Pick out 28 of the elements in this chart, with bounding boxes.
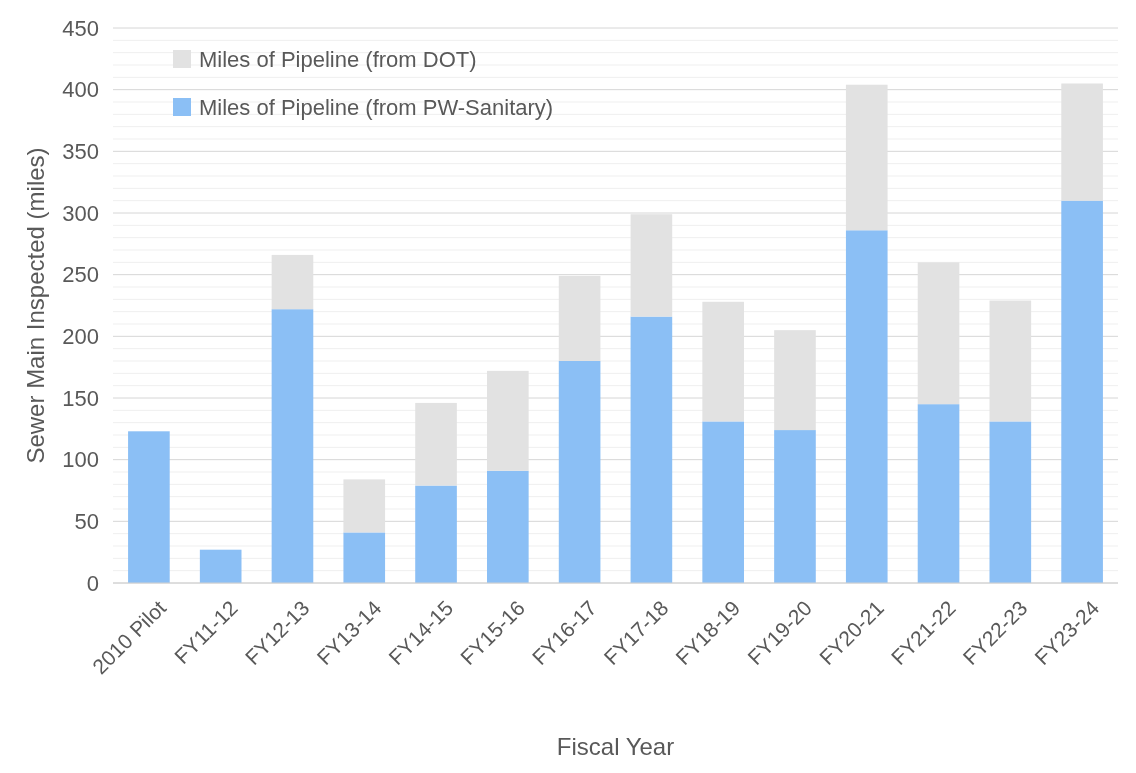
y-tick-label: 400 [62, 77, 99, 103]
y-tick-label: 100 [62, 447, 99, 473]
bar [343, 532, 386, 583]
legend-label: Miles of Pipeline (from PW-Sanitary) [199, 94, 554, 120]
bar [917, 404, 960, 583]
bar [271, 309, 314, 583]
y-tick-label: 300 [62, 200, 99, 226]
y-tick-label: 0 [86, 570, 99, 596]
y-tick-label: 50 [74, 509, 99, 535]
y-tick-label: 150 [62, 385, 99, 411]
legend-label: Miles of Pipeline (from DOT) [199, 46, 477, 72]
bar [415, 485, 457, 583]
y-tick-label: 450 [62, 15, 99, 41]
x-axis-title: Fiscal Year [556, 733, 675, 760]
bar [128, 431, 170, 583]
bar [630, 316, 673, 583]
bar [199, 549, 242, 583]
y-axis-title: Sewer Main Inspected (miles) [22, 147, 49, 464]
bar [1061, 200, 1103, 583]
bar [774, 430, 816, 583]
bar [989, 421, 1032, 583]
bar [558, 361, 601, 583]
bar [487, 470, 529, 583]
bar [702, 421, 744, 583]
y-tick-label: 200 [62, 324, 99, 350]
y-tick-label: 250 [62, 262, 99, 288]
y-tick-label: 350 [62, 139, 99, 165]
bar [845, 230, 888, 583]
